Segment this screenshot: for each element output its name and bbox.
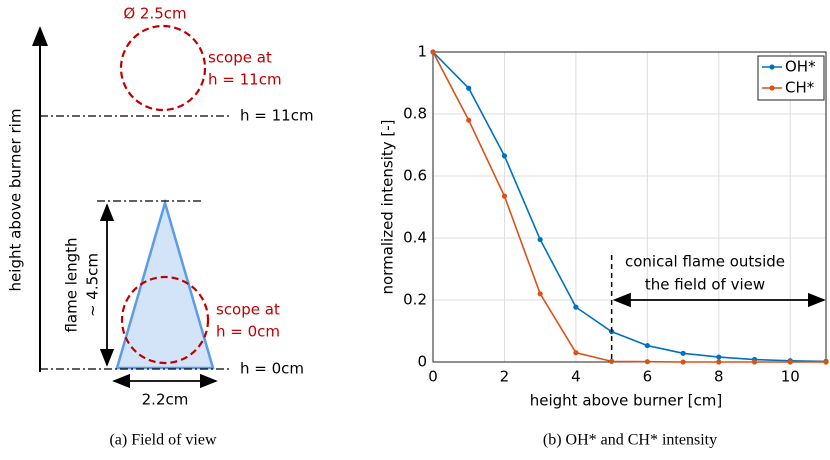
y-axis-label: normalized intensity [-]	[379, 119, 397, 294]
point	[644, 359, 650, 365]
point	[751, 359, 758, 365]
series-line	[432, 51, 827, 363]
y-tick-label: 0.2	[403, 291, 427, 309]
point	[823, 359, 829, 365]
y-tick-label: 0.4	[403, 229, 427, 247]
y-tick-label: 0.6	[403, 167, 427, 185]
height-axis-label: height above burner rim	[7, 109, 25, 292]
point	[537, 236, 543, 243]
legend-label: CH*	[785, 79, 815, 97]
point	[680, 359, 686, 365]
scope-top-label: h = 11cm	[208, 71, 282, 89]
point	[644, 342, 650, 349]
level-top-label: h = 11cm	[240, 107, 314, 125]
flame-length-label: ~ 4.5cm	[84, 253, 102, 317]
base-width-label: 2.2cm	[142, 391, 189, 409]
point	[787, 359, 793, 365]
legend-marker	[769, 85, 775, 91]
point	[716, 359, 722, 365]
point	[466, 117, 472, 123]
point	[609, 358, 615, 364]
legend-label: OH*	[785, 58, 816, 76]
scope-bottom-label: scope at	[216, 301, 280, 319]
intensity-chart: (b) OH* and CH* intensity height above b…	[379, 119, 723, 448]
x-tick-label: 2	[500, 368, 510, 386]
legend-marker	[769, 64, 775, 70]
annotation-text: the field of view	[645, 276, 765, 294]
caption: (b) OH* and CH* intensity	[543, 432, 717, 449]
field-of-view-diagram: height above burner rim Ø 2.5cm scope at…	[7, 5, 314, 449]
point	[680, 350, 686, 356]
point	[430, 49, 436, 55]
diameter-label: Ø 2.5cm	[123, 5, 186, 23]
x-tick-label: 8	[714, 368, 724, 386]
y-tick-label: 0	[417, 353, 427, 371]
scope-top-label: scope at	[208, 49, 272, 67]
scope-circle-bottom	[120, 275, 210, 365]
caption: (a) Field of view	[109, 432, 217, 449]
flame-length-label: flame length	[63, 237, 81, 332]
point	[501, 153, 508, 159]
y-tick-label: 0.8	[403, 105, 427, 123]
scope-circle-top	[119, 24, 207, 112]
annotation-text: conical flame outside	[625, 253, 785, 271]
flame-cone	[115, 198, 215, 370]
scope-bottom-label: h = 0cm	[216, 323, 280, 341]
x-tick-label: 0	[428, 368, 438, 386]
x-axis-label: height above burner [cm]	[530, 392, 723, 410]
x-tick-label: 6	[643, 368, 653, 386]
point	[573, 350, 579, 356]
point	[573, 304, 579, 310]
point	[466, 85, 472, 91]
point	[716, 354, 722, 360]
point	[537, 291, 543, 297]
legend-box	[757, 55, 825, 101]
series-line	[432, 51, 826, 363]
x-tick-label: 10	[781, 368, 800, 386]
y-tick-label: 1	[417, 43, 427, 61]
level-bottom-label: h = 0cm	[240, 360, 304, 378]
point	[501, 193, 508, 199]
x-tick-label: 4	[571, 368, 581, 386]
